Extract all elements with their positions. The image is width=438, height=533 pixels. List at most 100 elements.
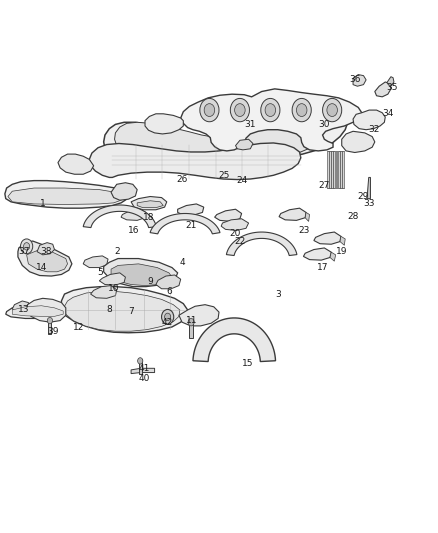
Polygon shape <box>314 232 341 244</box>
Circle shape <box>292 99 311 122</box>
Polygon shape <box>27 251 67 272</box>
Circle shape <box>265 104 276 117</box>
Polygon shape <box>221 219 249 230</box>
Polygon shape <box>179 305 219 326</box>
Text: 16: 16 <box>128 226 140 235</box>
Polygon shape <box>342 151 344 188</box>
Polygon shape <box>37 243 54 255</box>
Text: 23: 23 <box>298 226 310 235</box>
Polygon shape <box>5 181 128 208</box>
Polygon shape <box>279 208 306 220</box>
Circle shape <box>297 104 307 117</box>
Polygon shape <box>353 110 385 130</box>
Circle shape <box>200 99 219 122</box>
Polygon shape <box>156 275 181 289</box>
Text: 8: 8 <box>106 305 112 314</box>
Text: 37: 37 <box>18 247 30 256</box>
Polygon shape <box>58 154 94 174</box>
Polygon shape <box>83 205 156 228</box>
Text: 10: 10 <box>108 284 120 293</box>
Circle shape <box>162 310 174 324</box>
Text: 17: 17 <box>317 263 328 272</box>
Text: 1: 1 <box>40 199 46 208</box>
Text: 3: 3 <box>275 289 281 298</box>
Polygon shape <box>99 273 125 285</box>
Polygon shape <box>304 248 331 260</box>
Polygon shape <box>64 292 180 331</box>
Polygon shape <box>353 75 366 86</box>
Polygon shape <box>178 204 204 215</box>
Text: 24: 24 <box>236 176 247 185</box>
Text: 15: 15 <box>241 359 253 367</box>
Text: 14: 14 <box>36 263 47 272</box>
Text: 12: 12 <box>73 323 85 332</box>
Text: 30: 30 <box>318 120 330 129</box>
Polygon shape <box>367 177 371 199</box>
Circle shape <box>204 104 215 117</box>
Circle shape <box>21 239 33 254</box>
Circle shape <box>138 358 143 364</box>
Polygon shape <box>6 304 66 318</box>
Polygon shape <box>305 213 310 221</box>
Polygon shape <box>150 214 220 234</box>
Polygon shape <box>145 114 184 134</box>
Polygon shape <box>89 143 301 180</box>
Polygon shape <box>18 241 72 276</box>
Polygon shape <box>336 151 337 188</box>
Text: 36: 36 <box>349 75 360 84</box>
Circle shape <box>327 104 337 117</box>
Text: 18: 18 <box>143 213 154 222</box>
Polygon shape <box>375 82 391 97</box>
Polygon shape <box>139 359 141 374</box>
Circle shape <box>188 318 194 326</box>
Text: 11: 11 <box>186 316 198 325</box>
Polygon shape <box>115 114 323 160</box>
Text: 2: 2 <box>114 247 120 256</box>
Text: 26: 26 <box>177 174 188 183</box>
Text: 35: 35 <box>386 83 398 92</box>
Polygon shape <box>104 110 347 158</box>
Circle shape <box>230 99 250 122</box>
Polygon shape <box>111 264 172 286</box>
Text: 6: 6 <box>166 287 172 296</box>
Text: 38: 38 <box>40 247 52 256</box>
Polygon shape <box>61 287 187 333</box>
Polygon shape <box>340 151 342 188</box>
Polygon shape <box>329 151 331 188</box>
Text: 28: 28 <box>347 212 359 221</box>
Text: 22: 22 <box>234 237 246 246</box>
Text: 31: 31 <box>244 120 256 129</box>
Text: 20: 20 <box>230 229 241 238</box>
Text: 40: 40 <box>138 374 150 383</box>
Polygon shape <box>8 188 122 205</box>
Text: 7: 7 <box>128 307 134 316</box>
Polygon shape <box>330 252 336 261</box>
Text: 9: 9 <box>147 277 153 286</box>
Polygon shape <box>104 259 178 287</box>
Polygon shape <box>327 151 328 188</box>
Text: 39: 39 <box>47 327 59 336</box>
Circle shape <box>235 104 245 117</box>
Circle shape <box>24 243 30 250</box>
Text: 21: 21 <box>185 221 196 230</box>
Text: 5: 5 <box>98 268 103 277</box>
Polygon shape <box>83 256 108 268</box>
Polygon shape <box>340 236 345 245</box>
Text: 42: 42 <box>162 318 173 327</box>
Text: 32: 32 <box>368 125 379 134</box>
Polygon shape <box>342 131 375 152</box>
Polygon shape <box>137 201 163 208</box>
Text: 19: 19 <box>336 247 347 256</box>
Text: 4: 4 <box>179 258 185 266</box>
Polygon shape <box>226 232 297 255</box>
Circle shape <box>47 317 53 324</box>
Circle shape <box>165 313 171 320</box>
Text: 33: 33 <box>364 199 375 208</box>
Polygon shape <box>181 89 362 151</box>
Text: 29: 29 <box>358 192 369 201</box>
Text: 25: 25 <box>219 171 230 180</box>
Circle shape <box>261 99 280 122</box>
Circle shape <box>322 99 342 122</box>
Polygon shape <box>27 298 66 322</box>
Polygon shape <box>189 320 193 338</box>
